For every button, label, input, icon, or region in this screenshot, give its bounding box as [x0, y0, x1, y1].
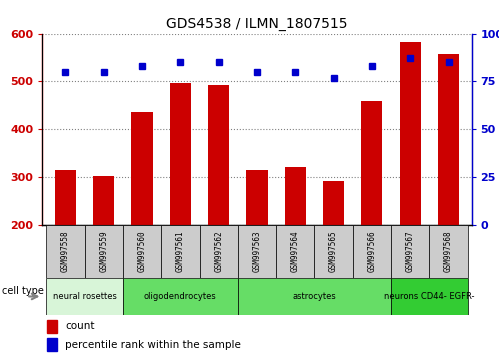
- Bar: [170, 83, 191, 225]
- Bar: [353, 225, 391, 278]
- Bar: [161, 225, 200, 278]
- Bar: [123, 225, 161, 278]
- Bar: [123, 278, 238, 315]
- Text: GSM997566: GSM997566: [367, 230, 376, 272]
- Text: cell type: cell type: [2, 286, 44, 296]
- Bar: [391, 225, 430, 278]
- Bar: [132, 113, 153, 225]
- Bar: [314, 225, 353, 278]
- Bar: [84, 225, 123, 278]
- Text: percentile rank within the sample: percentile rank within the sample: [65, 339, 241, 350]
- Text: GSM997562: GSM997562: [214, 230, 223, 272]
- Bar: [238, 225, 276, 278]
- Text: GSM997567: GSM997567: [406, 230, 415, 272]
- Text: GSM997561: GSM997561: [176, 230, 185, 272]
- Text: GSM997565: GSM997565: [329, 230, 338, 272]
- Bar: [285, 167, 306, 225]
- Bar: [200, 225, 238, 278]
- Bar: [208, 85, 229, 225]
- Bar: [238, 278, 391, 315]
- Title: GDS4538 / ILMN_1807515: GDS4538 / ILMN_1807515: [166, 17, 348, 31]
- Text: neurons CD44- EGFR-: neurons CD44- EGFR-: [384, 292, 475, 301]
- Bar: [46, 320, 57, 333]
- Bar: [55, 170, 76, 225]
- Text: GSM997564: GSM997564: [291, 230, 300, 272]
- Bar: [430, 225, 468, 278]
- Bar: [46, 278, 123, 315]
- Bar: [391, 278, 468, 315]
- Text: neural rosettes: neural rosettes: [52, 292, 116, 301]
- Bar: [247, 170, 267, 225]
- Bar: [438, 54, 459, 225]
- Text: GSM997563: GSM997563: [252, 230, 261, 272]
- Text: astrocytes: astrocytes: [292, 292, 336, 301]
- Bar: [361, 101, 382, 225]
- Text: GSM997559: GSM997559: [99, 230, 108, 272]
- Text: GSM997558: GSM997558: [61, 230, 70, 272]
- Bar: [46, 338, 57, 351]
- Bar: [276, 225, 314, 278]
- Text: GSM997560: GSM997560: [138, 230, 147, 272]
- Text: oligodendrocytes: oligodendrocytes: [144, 292, 217, 301]
- Bar: [46, 225, 84, 278]
- Bar: [400, 42, 421, 225]
- Text: GSM997568: GSM997568: [444, 230, 453, 272]
- Bar: [93, 176, 114, 225]
- Bar: [323, 181, 344, 225]
- Text: count: count: [65, 321, 94, 331]
